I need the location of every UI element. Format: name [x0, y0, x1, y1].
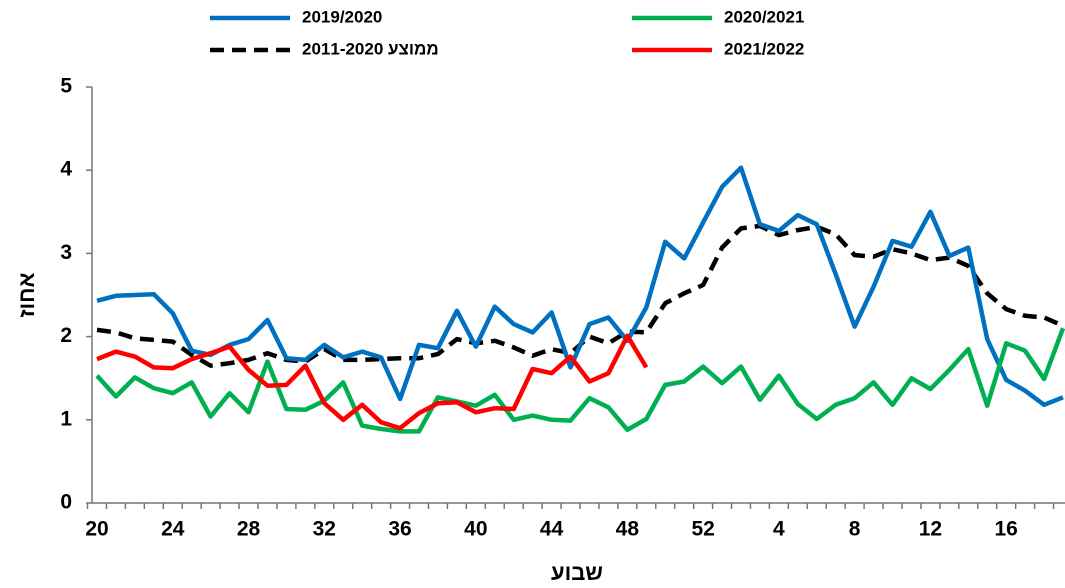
- y-tick-label: 3: [60, 241, 72, 264]
- series-line: [95, 327, 1065, 434]
- y-tick-label: 2: [60, 324, 72, 347]
- x-tick-label: 32: [313, 518, 336, 541]
- x-tick-label: 52: [691, 518, 714, 541]
- x-tick-label: 8: [849, 518, 861, 541]
- x-tick-label: 24: [161, 518, 185, 541]
- x-tick-label: 48: [616, 518, 640, 541]
- legend-label: 2019/2020: [302, 7, 382, 26]
- x-tick-label: 28: [237, 518, 261, 541]
- x-tick-label: 12: [919, 518, 942, 541]
- x-tick-label: 36: [388, 518, 411, 541]
- x-tick-label: 44: [540, 518, 564, 541]
- series-line: [96, 333, 649, 431]
- legend-label: 2021/2022: [724, 39, 804, 58]
- x-axis-title: שבוע: [551, 560, 603, 585]
- legend-label: ממוצע 2011-2020: [302, 39, 439, 58]
- x-tick-label: 4: [773, 518, 785, 541]
- y-tick-label: 0: [60, 491, 72, 514]
- legend-label: 2020/2021: [724, 7, 804, 26]
- x-tick-label: 20: [85, 518, 108, 541]
- series-line: [96, 165, 1064, 408]
- x-tick-label: 40: [464, 518, 487, 541]
- y-tick-label: 1: [60, 407, 72, 430]
- y-axis-title: אחוז: [14, 272, 39, 317]
- y-tick-label: 5: [60, 75, 72, 98]
- y-tick-label: 4: [60, 158, 72, 181]
- x-tick-label: 16: [994, 518, 1017, 541]
